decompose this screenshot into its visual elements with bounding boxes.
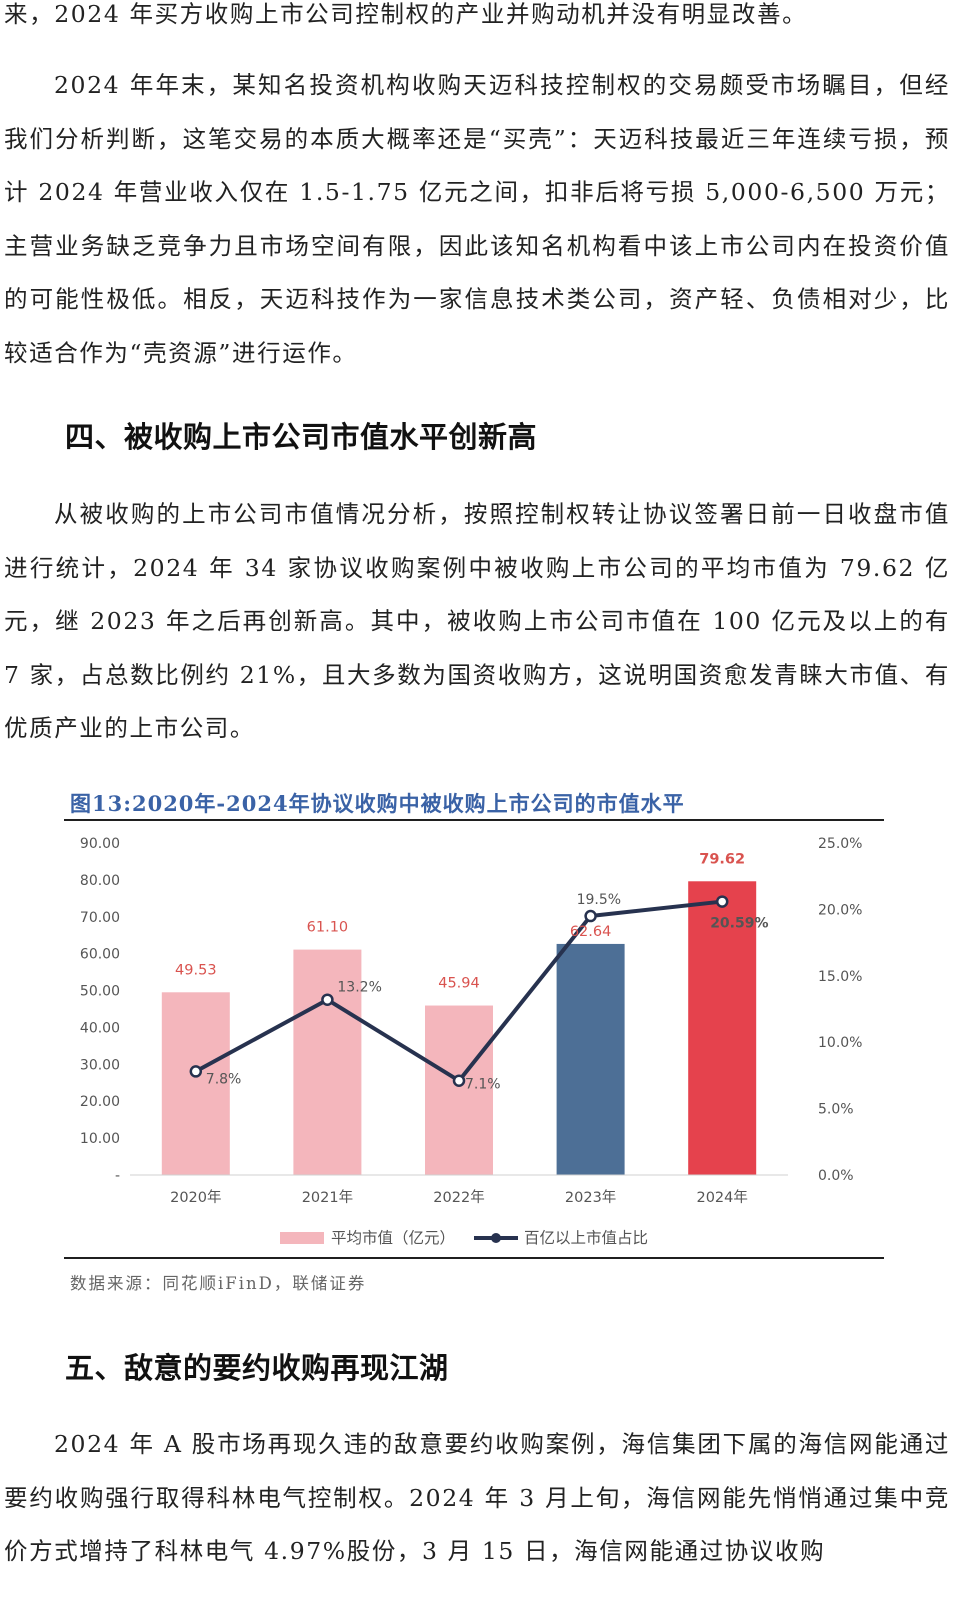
bar-2024年 xyxy=(688,881,757,1175)
x-tick-label: 2022年 xyxy=(433,1189,484,1206)
y-left-tick-label: 70.00 xyxy=(80,910,120,926)
legend-line-marker xyxy=(491,1233,501,1243)
y-left-tick-label: 10.00 xyxy=(80,1131,120,1147)
y-left-tick-label: 20.00 xyxy=(80,1094,120,1110)
line-value-label: 7.8% xyxy=(206,1071,242,1087)
axes-layer: - 10.00 20.00 30.00 40.00 50.00 60.00 70.00 80.0… xyxy=(80,836,863,1206)
percent-point xyxy=(189,1065,203,1078)
intro-paragraph-continuation: 来，2024 年买方收购上市公司控制权的产业并购动机并没有明显改善。 xyxy=(4,0,808,28)
figure-bottom-rule xyxy=(64,1257,884,1259)
bar-2022年 xyxy=(425,1005,493,1175)
bar-2020年 xyxy=(161,992,230,1175)
bar-value-label: 61.10 xyxy=(307,920,349,936)
y-left-tick-label: 30.00 xyxy=(80,1057,120,1073)
line-value-label: 13.2% xyxy=(337,980,381,996)
y-right-tick-label: 5.0% xyxy=(818,1102,854,1118)
bar-value-label: 62.64 xyxy=(570,924,612,940)
line-value-label: 7.1% xyxy=(465,1077,501,1093)
x-tick-label: 2021年 xyxy=(302,1189,353,1206)
line-value-label: 20.59% xyxy=(710,916,768,932)
labels-layer: 49.53 61.10 45.94 62.64 79.62 7.8% 13.2% 7.1% 19… xyxy=(175,851,768,1092)
y-right-tick-label: 25.0% xyxy=(818,836,862,852)
market-value-chart: - 10.00 20.00 30.00 40.00 50.00 60.00 70.00 80.0… xyxy=(80,836,863,1247)
legend-bar-label: 平均市值（亿元） xyxy=(331,1229,455,1247)
bar-value-label: 79.62 xyxy=(699,851,745,867)
y-left-tick-label: 60.00 xyxy=(80,947,120,963)
percent-point xyxy=(321,993,334,1006)
figure-13: 图13:2020年-2024年协议收购中被收购上市公司的市值水平 - 10.00 2… xyxy=(64,782,886,1302)
y-right-tick-label: 20.0% xyxy=(818,902,862,918)
y-right-tick-label: 0.0% xyxy=(818,1168,854,1184)
bar-value-label: 45.94 xyxy=(438,976,480,992)
market-value-paragraph: 从被收购的上市公司市值情况分析，按照控制权转让协议签署日前一日收盘市值进行统计，… xyxy=(4,500,950,742)
bar-2021年 xyxy=(293,949,362,1175)
y-left-tick-label: 40.00 xyxy=(80,1020,120,1036)
x-tick-label: 2024年 xyxy=(696,1189,747,1206)
x-tick-label: 2023年 xyxy=(565,1189,616,1206)
bar-2023年 xyxy=(556,943,625,1175)
section-heading-5: 五、敌意的要约收购再现江湖 xyxy=(65,1351,449,1385)
y-right-tick-label: 15.0% xyxy=(818,969,862,985)
y-left-tick-label: - xyxy=(115,1168,120,1184)
percent-point xyxy=(452,1074,466,1087)
bars-layer xyxy=(161,881,757,1175)
y-left-tick-label: 80.00 xyxy=(80,873,120,889)
percent-point xyxy=(715,895,729,908)
tianmai-paragraph: 2024 年年末，某知名投资机构收购天迈科技控制权的交易颇受市场瞩目，但经我们分… xyxy=(4,71,950,367)
figure-title: 图13:2020年-2024年协议收购中被收购上市公司的市值水平 xyxy=(70,791,685,816)
line-value-label: 19.5% xyxy=(577,892,621,908)
line-layer xyxy=(189,895,729,1087)
hostile-tender-paragraph: 2024 年 A 股市场再现久违的敌意要约收购案例，海信集团下属的海信网能通过要… xyxy=(4,1430,950,1565)
y-left-tick-label: 90.00 xyxy=(80,836,120,852)
percent-point xyxy=(584,909,597,923)
figure-source: 数据来源：同花顺iFinD，联储证券 xyxy=(70,1274,367,1293)
legend-layer: 平均市值（亿元） 百亿以上市值占比 xyxy=(280,1229,648,1247)
x-tick-label: 2020年 xyxy=(170,1189,221,1206)
y-right-tick-label: 10.0% xyxy=(818,1035,862,1051)
bar-value-label: 49.53 xyxy=(175,962,217,978)
figure-top-rule xyxy=(64,819,884,821)
y-left-tick-label: 50.00 xyxy=(80,984,120,1000)
section-heading-4: 四、被收购上市公司市值水平创新高 xyxy=(65,420,538,454)
legend-line-label: 百亿以上市值占比 xyxy=(524,1229,648,1247)
legend-bar-swatch xyxy=(280,1232,324,1244)
